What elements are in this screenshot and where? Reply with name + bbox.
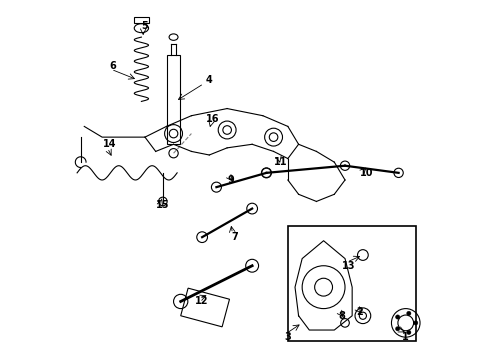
Circle shape <box>247 203 258 214</box>
Text: 8: 8 <box>338 311 345 321</box>
Circle shape <box>262 168 271 177</box>
Text: 2: 2 <box>356 307 363 317</box>
Bar <box>134 18 148 23</box>
Ellipse shape <box>169 34 178 40</box>
Text: 13: 13 <box>342 261 355 271</box>
Circle shape <box>159 197 167 206</box>
Circle shape <box>394 168 403 177</box>
Circle shape <box>407 311 411 315</box>
Circle shape <box>341 161 350 170</box>
Bar <box>167 55 180 144</box>
Circle shape <box>169 149 178 158</box>
Text: 15: 15 <box>156 200 170 210</box>
Circle shape <box>395 315 400 319</box>
Circle shape <box>245 259 259 272</box>
Bar <box>181 288 229 327</box>
Circle shape <box>262 168 271 178</box>
Circle shape <box>197 232 207 243</box>
Circle shape <box>407 330 411 334</box>
Text: 6: 6 <box>109 61 116 71</box>
Text: 4: 4 <box>206 75 213 85</box>
Text: 9: 9 <box>227 175 234 185</box>
Text: 16: 16 <box>206 114 220 124</box>
Text: 7: 7 <box>231 232 238 242</box>
Circle shape <box>395 327 400 331</box>
Circle shape <box>211 182 221 192</box>
Circle shape <box>173 294 188 309</box>
Circle shape <box>414 321 418 325</box>
Bar <box>288 226 416 341</box>
Text: 11: 11 <box>274 157 288 167</box>
Text: 12: 12 <box>196 296 209 306</box>
Text: 1: 1 <box>402 332 409 342</box>
Text: 14: 14 <box>102 139 116 149</box>
Text: 3: 3 <box>285 332 291 342</box>
Text: 10: 10 <box>360 168 373 178</box>
Text: 5: 5 <box>142 21 148 31</box>
